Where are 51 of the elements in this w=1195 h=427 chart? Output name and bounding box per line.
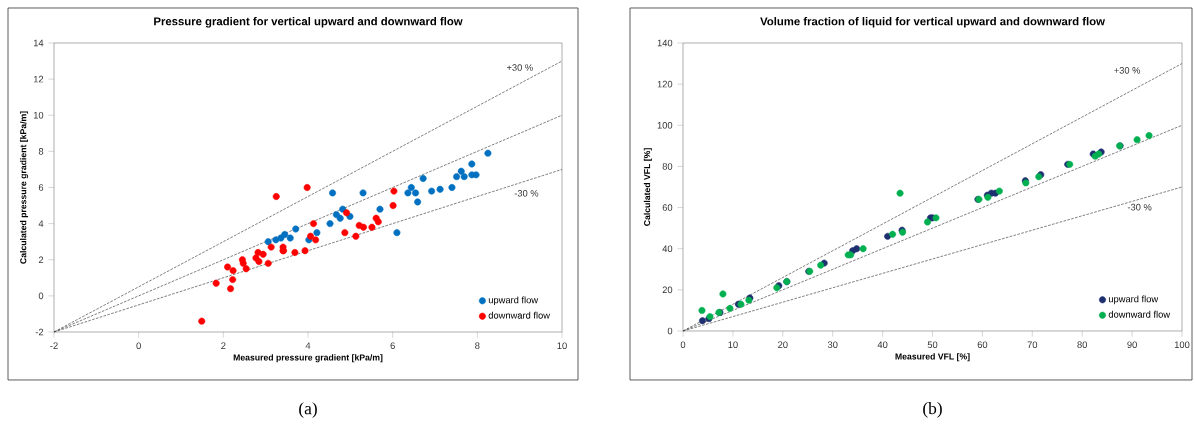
x-tick-label: 90 [1127,341,1137,348]
y-tick-label: 4 [38,220,44,227]
chart-title: Volume fraction of liquid for vertical upward and downward flow [760,17,1105,28]
x-tick-label: 80 [1077,341,1088,348]
chart-title: Pressure gradient for vertical upward and downward flow [154,17,463,28]
x-tick-label: 6 [390,342,395,349]
annotation: -30 % [1127,203,1152,211]
y-tick-label: 6 [38,184,44,191]
y-tick-label: 120 [657,80,673,88]
y-tick-label: -2 [35,328,44,336]
x-tick-label: 4 [305,342,311,349]
y-tick-label: 100 [657,121,673,129]
y-tick-label: 14 [33,39,44,47]
text: (a) [299,402,317,418]
x-tick-label: 10 [557,342,567,349]
x-tick-label: 2 [221,342,226,349]
x-axis-title: Measured pressure gradient [kPa/m] [233,354,383,363]
x-tick-label: 0 [136,342,141,349]
y-tick-label: 40 [662,245,673,252]
x-tick-label: 10 [728,341,738,348]
y-tick-label: 0 [667,327,673,335]
annotation: +30 % [506,64,533,71]
y-tick-label: 80 [662,163,673,170]
x-tick-label: 70 [1027,341,1038,348]
legend-label: upward flow [1108,295,1159,305]
x-tick-label: 60 [977,341,988,348]
y-tick-label: 20 [662,286,673,294]
x-tick-label: 20 [778,341,788,348]
x-tick-label: -2 [50,342,58,349]
x-axis-title: Measured VFL [%] [895,353,970,362]
y-axis-title: Calculated pressure gradient [kPa/m] [19,111,29,264]
y-tick-label: 0 [38,292,44,300]
y-tick-label: 12 [33,75,44,83]
x-tick-label: 40 [877,341,888,348]
x-tick-label: 100 [1174,341,1190,348]
y-tick-label: 140 [657,39,673,47]
x-tick-label: 0 [680,341,686,348]
y-tick-label: 60 [662,204,673,211]
legend-label: downward flow [1108,310,1171,318]
y-tick-label: 10 [33,111,44,119]
y-tick-label: 2 [38,256,44,263]
y-axis-title: Calculated VFL [%] [643,148,652,226]
x-tick-label: 30 [827,341,838,348]
x-tick-label: 50 [927,341,938,348]
text: (b) [923,402,942,418]
y-tick-label: 8 [38,148,44,155]
annotation: -30 % [514,189,539,197]
annotation: +30 % [1114,67,1141,74]
x-tick-label: 8 [475,342,480,349]
legend-label: downward flow [488,311,550,319]
legend-label: upward flow [488,296,539,306]
